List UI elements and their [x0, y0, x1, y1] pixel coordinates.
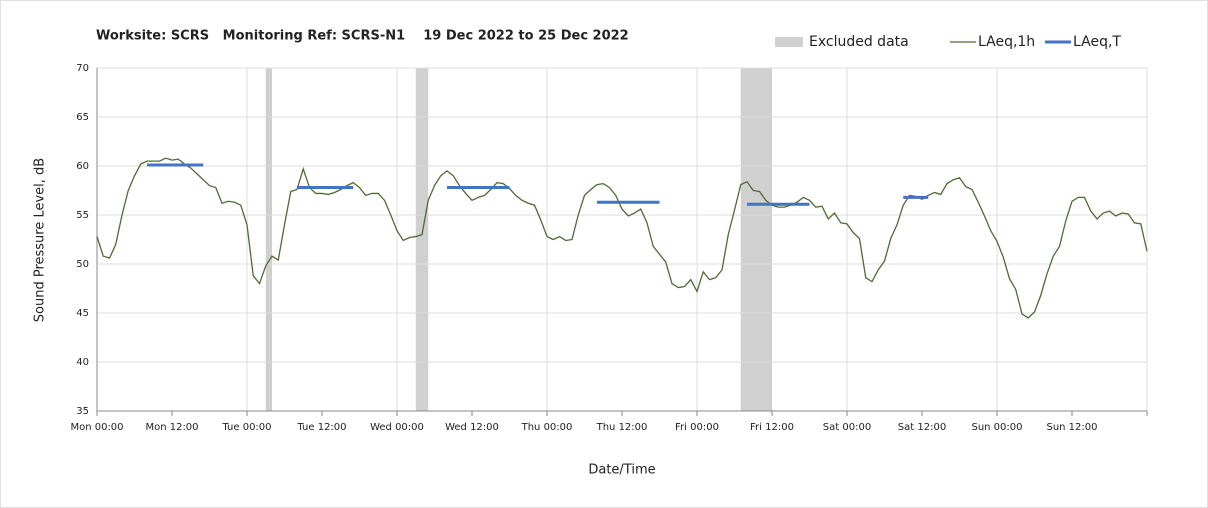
chart-title: Worksite: SCRS Monitoring Ref: SCRS-N1 1… [96, 29, 629, 44]
y-tick-label: 45 [76, 308, 89, 319]
y-tick-label: 35 [76, 406, 89, 417]
x-axis-label: Date/Time [588, 463, 655, 478]
y-tick-label: 55 [76, 210, 89, 221]
x-tick-label: Thu 12:00 [596, 422, 648, 433]
x-tick-label: Mon 12:00 [145, 422, 198, 433]
y-tick-label: 60 [76, 161, 89, 172]
series-line [96, 157, 1148, 319]
excluded-band [415, 68, 429, 411]
x-tick-label: Sun 12:00 [1046, 422, 1097, 433]
x-tick-label: Mon 00:00 [70, 422, 123, 433]
y-tick-label: 65 [76, 112, 89, 123]
x-tick-label: Thu 00:00 [521, 422, 573, 433]
y-axis-label: Sound Pressure Level, dB [33, 158, 48, 322]
excluded-band [265, 68, 272, 411]
x-tick-label: Sat 12:00 [898, 422, 946, 433]
x-tick-label: Fri 00:00 [675, 422, 719, 433]
y-tick-label: 50 [76, 259, 89, 270]
legend-label: Excluded data [809, 34, 909, 50]
y-tick-label: 40 [76, 357, 89, 368]
x-tick-label: Wed 12:00 [445, 422, 499, 433]
x-tick-label: Sun 00:00 [971, 422, 1022, 433]
x-tick-label: Tue 12:00 [296, 422, 346, 433]
x-tick-label: Tue 00:00 [221, 422, 271, 433]
legend-label: LAeq,1h [978, 34, 1035, 50]
legend-label: LAeq,T [1073, 34, 1121, 50]
x-tick-label: Wed 00:00 [370, 422, 424, 433]
series-line [147, 163, 929, 206]
x-tick-label: Sat 00:00 [823, 422, 871, 433]
x-tick-label: Fri 12:00 [750, 422, 794, 433]
legend-swatch [775, 37, 803, 47]
excluded-band [740, 68, 772, 411]
y-tick-label: 70 [76, 63, 89, 74]
